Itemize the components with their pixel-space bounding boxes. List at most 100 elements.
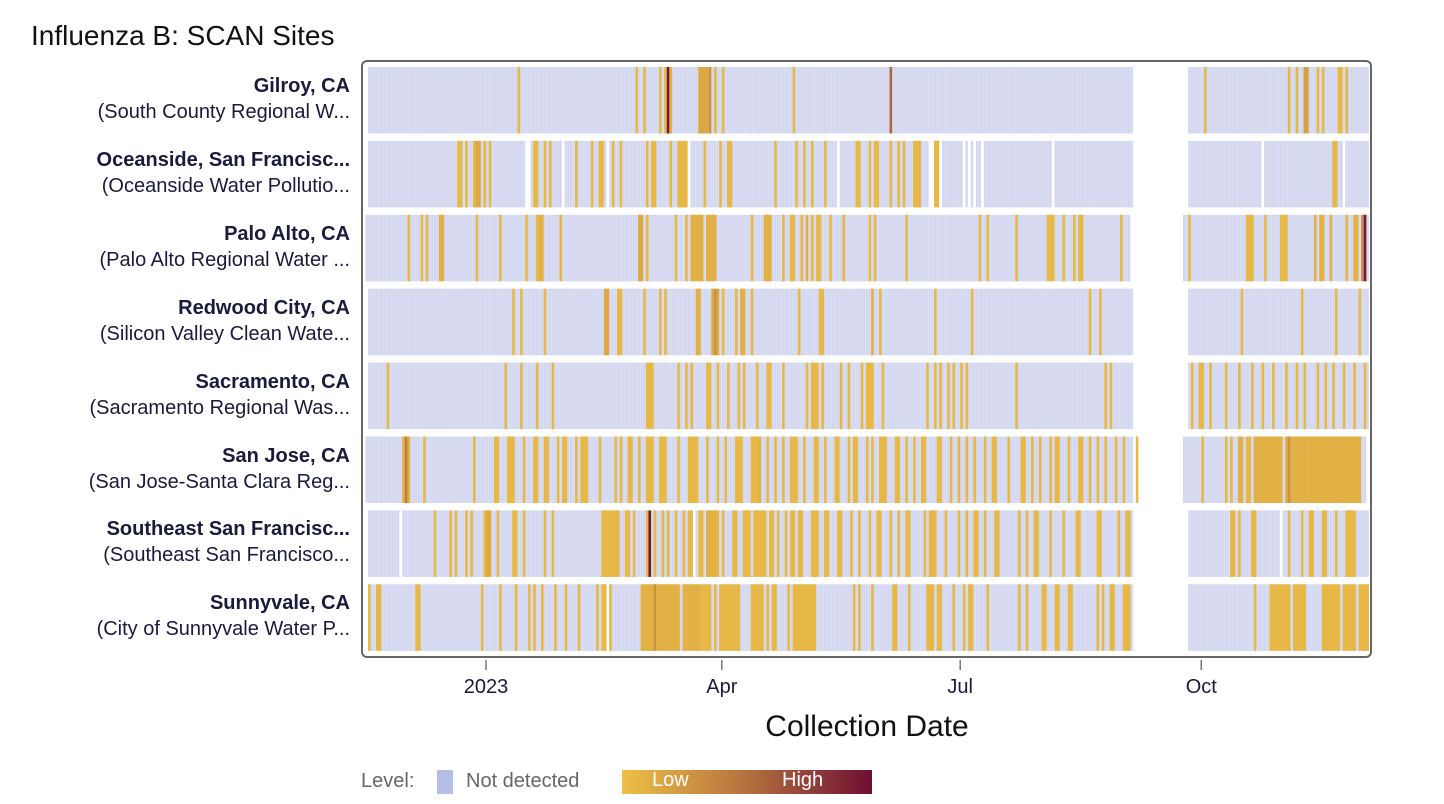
detection-cell[interactable] [1361,214,1364,282]
detection-cell[interactable] [561,436,568,504]
detection-cell[interactable] [438,214,445,282]
detection-cell[interactable] [1198,362,1204,430]
detection-cell[interactable] [698,510,704,577]
detection-cell[interactable] [879,288,882,356]
detection-cell[interactable] [706,436,709,504]
detection-cell[interactable] [603,288,610,356]
detection-cell[interactable] [1015,214,1018,282]
detection-cell[interactable] [936,436,942,504]
detection-cell[interactable] [651,140,657,208]
detection-cell[interactable] [719,584,735,651]
detection-cell[interactable] [810,584,817,651]
detection-cell[interactable] [512,510,518,577]
detection-cell[interactable] [695,288,701,356]
detection-cell[interactable] [677,436,680,504]
detection-cell[interactable] [792,436,798,504]
detection-cell[interactable] [658,67,662,134]
detection-cell[interactable] [962,584,966,651]
detection-cell[interactable] [858,510,861,577]
detection-cell[interactable] [1316,362,1320,430]
detection-cell[interactable] [1054,436,1060,504]
detection-cell[interactable] [871,584,874,651]
detection-cell[interactable] [737,362,741,430]
detection-cell[interactable] [653,510,657,577]
detection-cell[interactable] [1062,214,1066,282]
detection-cell[interactable] [776,510,780,577]
detection-cell[interactable] [1046,214,1050,282]
detection-cell[interactable] [750,214,754,282]
detection-cell[interactable] [1300,510,1304,577]
detection-cell[interactable] [1230,436,1233,504]
detection-cell[interactable] [823,436,827,504]
detection-cell[interactable] [727,362,730,430]
detection-cell[interactable] [889,510,893,577]
detection-cell[interactable] [965,510,969,577]
detection-cell[interactable] [580,436,589,504]
detection-cell[interactable] [1303,67,1309,134]
detection-cell[interactable] [1067,436,1071,504]
detection-cell[interactable] [470,510,473,577]
detection-cell[interactable] [897,510,900,577]
detection-cell[interactable] [960,362,963,430]
detection-cell[interactable] [865,362,874,430]
detection-cell[interactable] [493,436,500,504]
detection-cell[interactable] [1308,436,1341,504]
detection-cell[interactable] [711,288,714,356]
detection-cell[interactable] [973,510,979,577]
detection-cell[interactable] [1345,214,1348,282]
detection-cell[interactable] [1114,436,1118,504]
detection-cell[interactable] [512,288,515,356]
detection-cell[interactable] [928,510,937,577]
detection-cell[interactable] [823,510,830,577]
detection-cell[interactable] [750,436,759,504]
detection-cell[interactable] [575,436,578,504]
detection-cell[interactable] [1295,362,1299,430]
detection-cell[interactable] [1313,214,1317,282]
detection-cell[interactable] [543,510,547,577]
detection-cell[interactable] [873,214,877,282]
detection-cell[interactable] [1120,214,1123,282]
detection-cell[interactable] [1337,67,1343,134]
detection-cell[interactable] [706,510,717,577]
detection-cell[interactable] [682,584,686,651]
detection-cell[interactable] [596,584,599,651]
detection-cell[interactable] [564,584,568,651]
detection-cell[interactable] [994,510,1000,577]
detection-cell[interactable] [892,584,898,651]
detection-cell[interactable] [1109,362,1113,430]
detection-cell[interactable] [538,214,544,282]
detection-cell[interactable] [556,436,560,504]
detection-cell[interactable] [789,214,796,282]
detection-cell[interactable] [774,140,777,208]
detection-cell[interactable] [601,584,607,651]
detection-cell[interactable] [876,510,882,577]
detection-cell[interactable] [1295,67,1299,134]
detection-cell[interactable] [936,584,942,651]
detection-cell[interactable] [850,510,853,577]
detection-cell[interactable] [719,140,722,208]
detection-cell[interactable] [1122,436,1126,504]
detection-cell[interactable] [1017,584,1021,651]
detection-cell[interactable] [889,67,893,134]
detection-cell[interactable] [907,584,911,651]
detection-cell[interactable] [1329,214,1333,282]
detection-cell[interactable] [517,67,521,134]
detection-cell[interactable] [677,140,688,208]
detection-cell[interactable] [865,436,869,504]
detection-cell[interactable] [499,584,502,651]
detection-cell[interactable] [905,214,908,282]
detection-cell[interactable] [425,214,429,282]
detection-cell[interactable] [1122,584,1131,651]
detection-cell[interactable] [1041,584,1047,651]
detection-cell[interactable] [535,214,539,282]
detection-cell[interactable] [1025,584,1029,651]
detection-cell[interactable] [687,436,699,504]
detection-cell[interactable] [548,140,552,208]
detection-cell[interactable] [690,214,704,282]
detection-cell[interactable] [617,288,623,356]
detection-cell[interactable] [727,140,733,208]
detection-cell[interactable] [913,436,916,504]
detection-cell[interactable] [792,584,811,651]
detection-cell[interactable] [957,436,961,504]
detection-cell[interactable] [543,436,549,504]
